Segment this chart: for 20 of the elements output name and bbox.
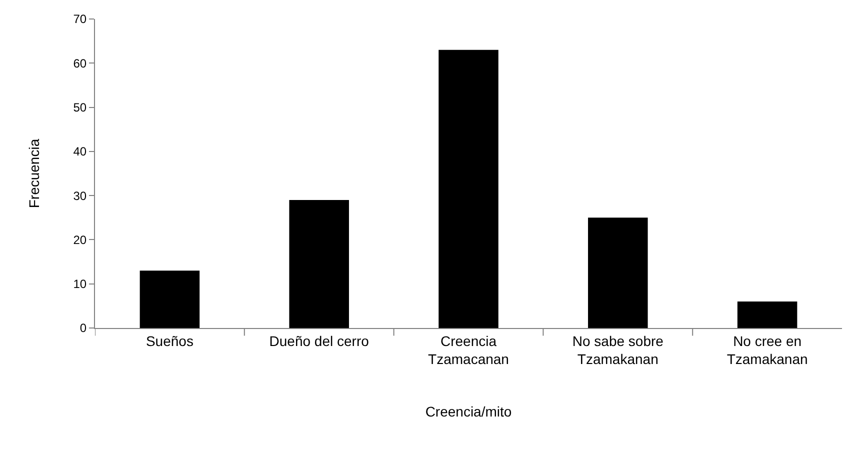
y-tick-label: 10 <box>73 277 87 292</box>
x-tick-label: Creencia Tzamacanan <box>428 332 509 367</box>
x-axis-title: Creencia/mito <box>425 403 512 420</box>
bar <box>289 200 349 328</box>
y-tick-label: 60 <box>73 56 87 70</box>
bar <box>140 270 200 328</box>
y-tick-label: 0 <box>80 321 87 336</box>
x-tick-label: Sueños <box>146 332 194 349</box>
y-tick-label: 50 <box>73 100 87 114</box>
bar <box>737 302 798 328</box>
x-tick-label: No sabe sobre Tzamakanan <box>572 332 664 367</box>
bar <box>588 218 648 328</box>
x-tick-label: Dueño del cerro <box>269 332 370 349</box>
y-tick-label: 20 <box>73 232 87 247</box>
y-tick-label: 40 <box>73 144 87 159</box>
y-tick-label: 30 <box>73 188 87 203</box>
y-tick-label: 70 <box>73 12 87 26</box>
x-tick-label: No cree en Tzamakanan <box>726 332 808 367</box>
bar <box>438 50 498 328</box>
y-axis-title: Frecuencia <box>26 138 42 208</box>
